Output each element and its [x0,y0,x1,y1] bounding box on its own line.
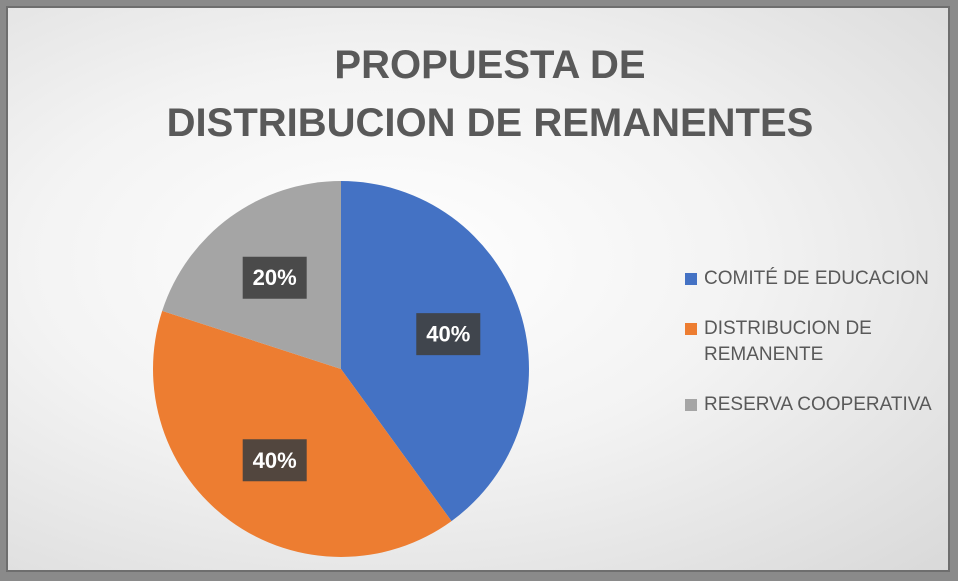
legend-swatch [685,273,697,285]
legend-item: COMITÉ DE EDUCACION [685,266,945,292]
pie-slice [153,310,452,557]
data-label-box [416,313,481,356]
data-label-box [242,439,307,482]
legend-swatch [685,323,697,335]
chart-title: DISTRIBUCION DE REMANENTES [167,101,814,145]
legend-label: COMITÉ DE EDUCACION [704,268,929,289]
chart-title: PROPUESTA DE [334,43,645,87]
data-label: 20% [253,265,297,290]
data-label-box [242,256,307,299]
legend-label: RESERVA COOPERATIVA [704,394,932,415]
legend: COMITÉ DE EDUCACION DISTRIBUCION DE REMAN… [685,266,945,442]
legend-label: DISTRIBUCION DE REMANENTE [704,318,872,365]
data-label: 40% [426,322,470,347]
data-label: 40% [253,448,297,473]
legend-item: DISTRIBUCION DE REMANENTE [685,316,945,368]
legend-item: RESERVA COOPERATIVA [685,392,945,418]
legend-swatch [685,399,697,411]
